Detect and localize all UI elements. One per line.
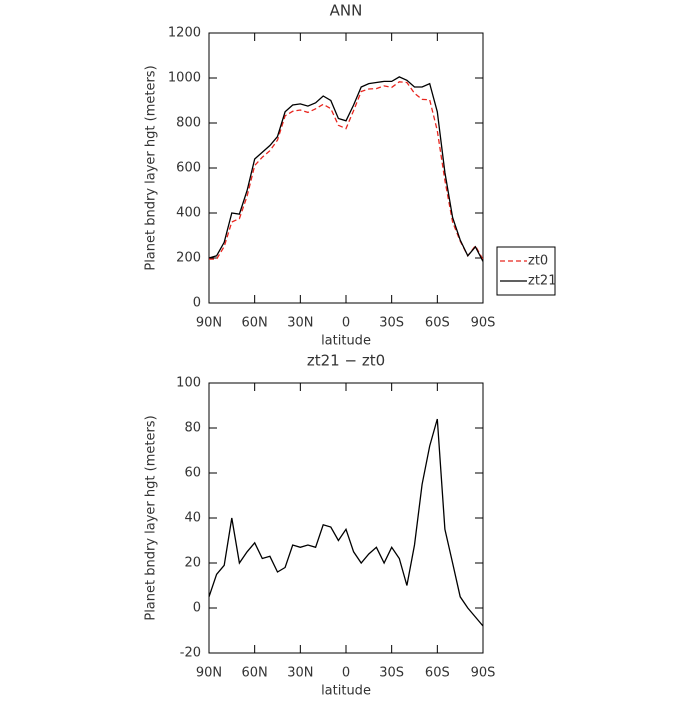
y-tick-label: 100 <box>176 376 201 391</box>
series-line <box>208 418 484 627</box>
plot-frame <box>208 382 484 654</box>
y-tick-label: 1000 <box>168 71 201 86</box>
plot-frame <box>208 32 484 304</box>
series-line <box>209 81 484 260</box>
x-tick-label: 30N <box>287 666 313 681</box>
x-tick-label: 60N <box>242 666 268 681</box>
chart-title: zt21 − zt0 <box>307 352 385 370</box>
x-tick-label: 0 <box>342 316 350 331</box>
y-tick-label: 80 <box>184 421 201 436</box>
y-tick-label: 400 <box>176 206 201 221</box>
y-tick-label: -20 <box>180 646 201 661</box>
legend-label: zt0 <box>528 254 548 269</box>
y-tick-label: 0 <box>193 601 201 616</box>
y-tick-label: 1200 <box>168 26 201 41</box>
x-tick-label: 60S <box>425 666 450 681</box>
y-tick-label: 800 <box>176 116 201 131</box>
x-axis-label: latitude <box>321 684 371 699</box>
y-axis-label: Planet bndry layer hgt (meters) <box>144 415 159 620</box>
x-axis-label: latitude <box>321 334 371 349</box>
legend-box <box>496 246 556 296</box>
x-tick-label: 0 <box>342 666 350 681</box>
y-tick-label: 0 <box>193 296 201 311</box>
x-tick-label: 90S <box>471 666 496 681</box>
y-tick-label: 40 <box>184 511 201 526</box>
series-line <box>208 76 484 262</box>
y-tick-label: 200 <box>176 251 201 266</box>
x-tick-label: 90N <box>196 666 222 681</box>
legend-label: zt21 <box>528 274 556 289</box>
x-tick-label: 30N <box>287 316 313 331</box>
x-tick-label: 90N <box>196 316 222 331</box>
x-tick-label: 60S <box>425 316 450 331</box>
x-tick-label: 30S <box>379 316 404 331</box>
y-tick-label: 600 <box>176 161 201 176</box>
y-axis-label: Planet bndry layer hgt (meters) <box>144 65 159 270</box>
x-tick-label: 60N <box>242 316 268 331</box>
y-tick-label: 20 <box>184 556 201 571</box>
chart-title: ANN <box>330 2 363 20</box>
x-tick-label: 90S <box>471 316 496 331</box>
x-tick-label: 30S <box>379 666 404 681</box>
y-tick-label: 60 <box>184 466 201 481</box>
